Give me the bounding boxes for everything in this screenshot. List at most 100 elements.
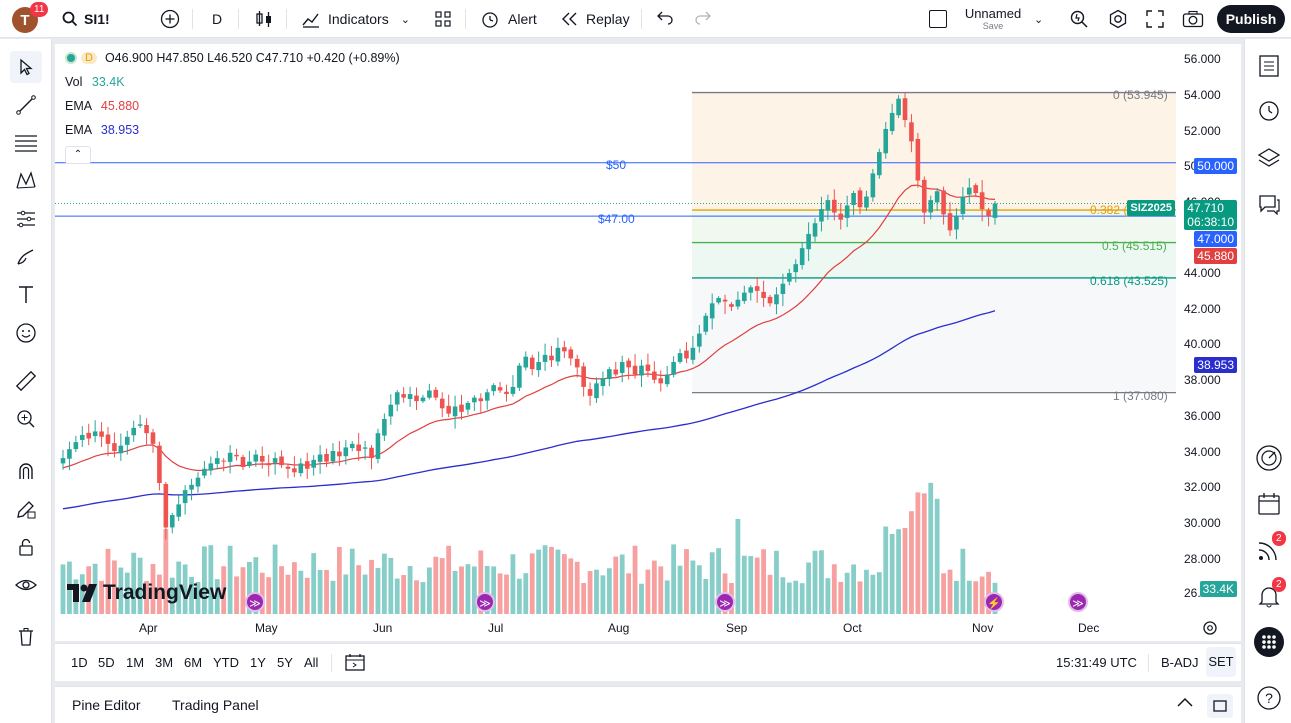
products-button[interactable]: [1254, 627, 1284, 657]
forecasting-icon: [17, 210, 35, 228]
redo-icon: [695, 11, 711, 25]
candle-body: [324, 453, 329, 462]
ideas-button[interactable]: [1254, 443, 1284, 473]
tab-trading-panel[interactable]: Trading Panel: [172, 697, 259, 713]
collapse-legend-button[interactable]: ⌃: [65, 146, 91, 164]
range-1d-button[interactable]: 1D: [71, 655, 88, 670]
measure-tool[interactable]: [10, 365, 42, 397]
zoom-tool[interactable]: [10, 403, 42, 435]
alerts-widget-button[interactable]: [1254, 95, 1284, 125]
session-button[interactable]: SET: [1206, 647, 1236, 677]
volume-bar: [478, 550, 484, 614]
scale-settings-button[interactable]: [1202, 620, 1218, 641]
clock-timezone[interactable]: 15:31:49 UTC: [1056, 655, 1137, 670]
settings-button[interactable]: [1108, 6, 1128, 32]
ema-fast-line: [62, 184, 996, 472]
adjustment-button[interactable]: B-ADJ: [1161, 655, 1199, 670]
range-1m-button[interactable]: 1M: [126, 655, 145, 670]
smiley-icon: [16, 323, 36, 343]
cursor-tool[interactable]: [10, 51, 42, 83]
symbol-search-button[interactable]: SI1!: [62, 6, 110, 32]
candle-body: [362, 447, 368, 449]
notifications-button[interactable]: [1254, 581, 1284, 611]
volume-legend[interactable]: Vol 33.4K: [65, 75, 125, 89]
candle-body: [838, 213, 844, 220]
hide-drawings-tool[interactable]: [10, 569, 42, 601]
layout-name-button[interactable]: Unnamed Save: [963, 6, 1023, 31]
text-tool[interactable]: [10, 279, 42, 311]
volume-bar: [349, 548, 355, 614]
undo-button[interactable]: [656, 6, 674, 32]
price-tick: 44.000: [1184, 266, 1221, 280]
volume-bar: [317, 569, 323, 614]
event-marker[interactable]: ≫: [1068, 592, 1088, 612]
range-all-button[interactable]: All: [304, 655, 319, 670]
news-badge: 2: [1272, 531, 1286, 546]
candle-body: [934, 191, 940, 203]
quick-search-button[interactable]: [1069, 6, 1089, 32]
help-button[interactable]: ?: [1254, 683, 1284, 713]
layers-icon: [1257, 148, 1281, 167]
candle-body: [510, 386, 516, 394]
volume-bar: [484, 565, 490, 614]
brush-tool[interactable]: [10, 241, 42, 273]
layouts-button[interactable]: [433, 6, 453, 32]
snapshot-button[interactable]: [1182, 6, 1204, 32]
volume-bar: [356, 565, 362, 614]
horizontal-lines-tool[interactable]: [10, 127, 42, 159]
chats-button[interactable]: [1254, 189, 1284, 219]
volume-bar: [221, 566, 227, 614]
price-chart[interactable]: [55, 44, 1176, 615]
stay-in-drawing-tool[interactable]: [10, 493, 42, 525]
volume-bar: [606, 568, 612, 614]
news-button[interactable]: [1254, 535, 1284, 565]
ema-slow-legend[interactable]: EMA 38.953: [65, 123, 139, 137]
candle-body: [684, 350, 689, 359]
tab-pine-editor[interactable]: Pine Editor: [72, 697, 141, 713]
price-scale[interactable]: 56.000 54.000 52.000 50.000 46.000 44.00…: [1127, 44, 1241, 641]
alert-button[interactable]: Alert: [480, 6, 537, 32]
chart-type-button[interactable]: [254, 6, 274, 32]
ema-fast-legend[interactable]: EMA 45.880: [65, 99, 139, 113]
time-scale[interactable]: Apr May Jun Jul Aug Sep Oct Nov Dec: [55, 615, 1241, 641]
watchlist-button[interactable]: [1254, 51, 1284, 81]
fullscreen-button[interactable]: [1146, 6, 1164, 32]
range-6m-button[interactable]: 6M: [184, 655, 203, 670]
maximize-panel-button[interactable]: [1207, 694, 1233, 718]
replay-button[interactable]: Replay: [560, 6, 630, 32]
chart-pane[interactable]: D O46.900 H47.850 L46.520 C47.710 +0.420…: [55, 44, 1241, 641]
candle-body: [658, 378, 664, 384]
layout-menu-chevron[interactable]: ⌄: [1034, 6, 1043, 32]
range-5d-button[interactable]: 5D: [98, 655, 115, 670]
publish-button[interactable]: Publish: [1217, 5, 1285, 33]
event-marker[interactable]: ≫: [245, 592, 265, 612]
range-5y-button[interactable]: 5Y: [277, 655, 293, 670]
compare-add-button[interactable]: [160, 6, 180, 32]
magnet-tool[interactable]: [10, 455, 42, 487]
collapse-panel-button[interactable]: [1175, 695, 1195, 714]
remove-drawings-tool[interactable]: [10, 621, 42, 653]
trend-line-tool[interactable]: [10, 89, 42, 121]
calendar-button[interactable]: [1254, 489, 1284, 519]
patterns-tool[interactable]: [10, 165, 42, 197]
event-marker[interactable]: ≫: [475, 592, 495, 612]
range-3m-button[interactable]: 3M: [155, 655, 174, 670]
candle-body: [864, 196, 869, 208]
volume-bar: [536, 549, 542, 614]
range-ytd-button[interactable]: YTD: [213, 655, 239, 670]
layout-checkbox[interactable]: [929, 6, 947, 32]
interval-button[interactable]: D: [212, 11, 223, 27]
range-1y-button[interactable]: 1Y: [250, 655, 266, 670]
redo-button[interactable]: [694, 6, 712, 32]
candle-body: [337, 451, 342, 457]
event-marker[interactable]: ⚡: [984, 592, 1004, 612]
level-47-price-label: 47.000: [1194, 231, 1237, 247]
forecasting-tool[interactable]: [10, 203, 42, 235]
data-window-button[interactable]: [1254, 143, 1284, 173]
goto-date-button[interactable]: [345, 653, 365, 676]
candle-body: [568, 349, 574, 359]
lock-drawings-tool[interactable]: [10, 531, 42, 563]
icons-tool[interactable]: [10, 317, 42, 349]
indicators-button[interactable]: Indicators ⌄: [301, 6, 410, 32]
event-marker[interactable]: ≫: [715, 592, 735, 612]
